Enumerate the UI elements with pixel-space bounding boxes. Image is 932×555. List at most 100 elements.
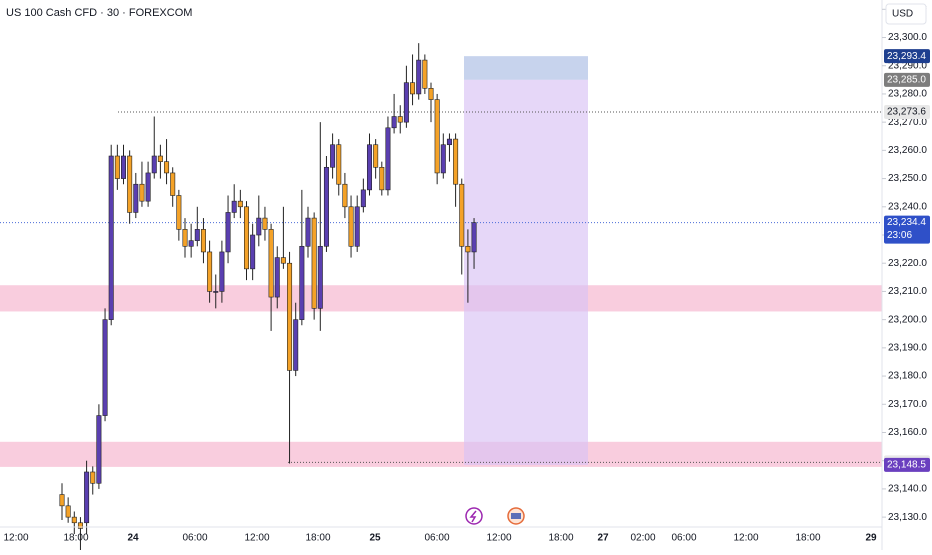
candle-body xyxy=(200,229,206,253)
candle-body xyxy=(434,99,440,174)
candle-body xyxy=(354,206,360,247)
candle-body xyxy=(157,155,163,162)
x-tick-label: 24 xyxy=(127,533,139,544)
x-tick-label: 27 xyxy=(597,533,609,544)
candle-body xyxy=(194,229,200,241)
candle-body xyxy=(397,116,403,123)
x-tick-label: 29 xyxy=(865,533,877,544)
price-label-box xyxy=(884,105,930,120)
x-tick-label: 25 xyxy=(369,533,381,544)
candle-body xyxy=(348,206,354,247)
y-tick-label: 23,250.0 xyxy=(888,173,927,184)
candle-body xyxy=(133,183,139,213)
candle-body xyxy=(293,319,299,371)
y-tick-label: 23,260.0 xyxy=(888,145,927,156)
candle-body xyxy=(65,505,71,518)
zone xyxy=(0,285,882,312)
candle-body xyxy=(90,471,96,484)
candle-body xyxy=(127,155,133,213)
candle-body xyxy=(311,217,317,309)
candle-body xyxy=(410,82,416,95)
candle-body xyxy=(59,494,65,507)
price-label-box xyxy=(884,457,930,472)
candle-body xyxy=(96,415,102,484)
price-label-box xyxy=(884,72,930,87)
x-tick-label: 18:00 xyxy=(548,533,573,544)
profit-area xyxy=(464,56,588,80)
candle-body xyxy=(145,172,151,202)
event-icons xyxy=(465,507,525,525)
candle-body xyxy=(299,245,305,320)
y-tick-label: 23,130.0 xyxy=(888,512,927,523)
candle-body xyxy=(77,522,83,529)
candle-body xyxy=(231,200,237,213)
candle-body xyxy=(465,245,471,253)
candle-body xyxy=(225,212,231,253)
candle-body xyxy=(385,127,391,191)
candle-body xyxy=(262,217,268,230)
y-tick-label: 23,170.0 xyxy=(888,399,927,410)
price-label: 23,273.6 xyxy=(887,107,926,118)
candle-body xyxy=(102,319,108,416)
y-tick-label: 23,300.0 xyxy=(888,32,927,43)
zone xyxy=(0,441,882,467)
currency-box[interactable] xyxy=(885,3,927,25)
y-tick-label: 23,220.0 xyxy=(888,258,927,269)
candle-body xyxy=(428,88,434,100)
candle-body xyxy=(305,217,311,247)
candle-body xyxy=(256,217,262,236)
x-tick-label: 06:00 xyxy=(182,533,207,544)
candle-body xyxy=(317,245,323,309)
candle-body xyxy=(373,144,379,168)
candle-body xyxy=(176,195,182,230)
candle-body xyxy=(188,240,194,247)
risk-area xyxy=(464,79,588,465)
x-tick-label: 18:00 xyxy=(63,533,88,544)
x-tick-label: 06:00 xyxy=(424,533,449,544)
candle-body xyxy=(244,206,250,270)
y-tick-label: 23,290.0 xyxy=(888,60,927,71)
candle-body xyxy=(422,59,428,89)
candle-body xyxy=(213,291,219,293)
event-icon-glyph xyxy=(511,513,521,519)
x-tick-label: 12:00 xyxy=(244,533,269,544)
candle-body xyxy=(330,144,336,168)
candle-body xyxy=(471,222,477,253)
candle-body xyxy=(71,516,77,524)
y-tick-label: 23,200.0 xyxy=(888,314,927,325)
y-tick-label: 23,180.0 xyxy=(888,371,927,382)
candle-body xyxy=(114,155,120,179)
candle-body xyxy=(453,138,459,185)
candle-body xyxy=(403,82,409,123)
candle-body xyxy=(280,257,286,264)
y-tick-label: 23,140.0 xyxy=(888,484,927,495)
price-label-box xyxy=(884,49,930,64)
candle-body xyxy=(121,155,127,179)
y-tick-label: 23,240.0 xyxy=(888,201,927,212)
candle-body xyxy=(287,262,293,371)
position-tool xyxy=(464,56,588,465)
x-tick-label: 18:00 xyxy=(305,533,330,544)
candle-body xyxy=(237,200,243,208)
event-icon[interactable] xyxy=(465,507,483,525)
candle-body xyxy=(416,59,422,95)
y-tick-label: 23,190.0 xyxy=(888,342,927,353)
candle-body xyxy=(268,229,274,298)
y-tick-label: 23,270.0 xyxy=(888,117,927,128)
x-tick-label: 12:00 xyxy=(486,533,511,544)
x-tick-label: 12:00 xyxy=(733,533,758,544)
price-label: 23,148.5 xyxy=(887,460,926,471)
y-tick-label: 23,210.0 xyxy=(888,286,927,297)
y-tick-label: 23,280.0 xyxy=(888,89,927,100)
candle-body xyxy=(84,471,90,524)
x-tick-label: 02:00 xyxy=(630,533,655,544)
candle-body xyxy=(182,229,188,247)
candle-body xyxy=(164,161,170,174)
candle-body xyxy=(323,166,329,247)
candle-body xyxy=(274,257,280,298)
candle-body xyxy=(459,183,465,247)
event-icon-glyph xyxy=(469,510,477,523)
price-axis: 23,130.023,140.023,150.023,160.023,170.0… xyxy=(882,4,930,523)
x-tick-label: 12:00 xyxy=(3,533,28,544)
